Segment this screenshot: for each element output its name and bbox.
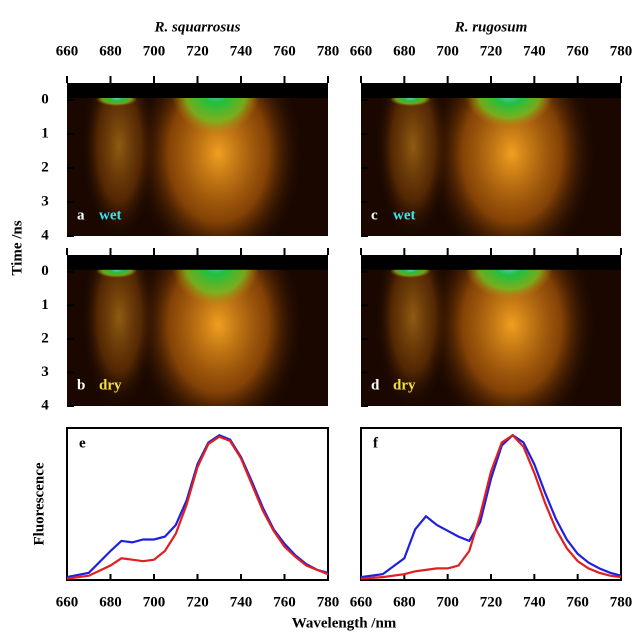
- spectrum-line: [66, 435, 329, 580]
- x-tick-label: 720: [186, 594, 209, 610]
- condition-label: dry: [393, 377, 416, 393]
- x-tick-label: 760: [273, 594, 296, 610]
- glow-main: [134, 255, 302, 406]
- condition-label: wet: [99, 207, 122, 223]
- panel-label: a: [77, 207, 85, 223]
- streak-image: [361, 83, 621, 236]
- x-tick-label: 720: [480, 594, 503, 610]
- y-tick-label: 3: [41, 364, 49, 380]
- y-tick-label: 4: [41, 227, 49, 243]
- glow-side: [82, 83, 156, 236]
- streak-image: [67, 83, 328, 236]
- y-tick-label: 1: [41, 297, 49, 313]
- x-tick-label: 740: [523, 594, 546, 610]
- x-tick-label: 660: [56, 43, 79, 59]
- x-tick-label: 700: [143, 594, 166, 610]
- y-axis-label: Fluorescence: [31, 462, 47, 545]
- glow-side: [376, 255, 450, 406]
- spectrum-line: [360, 433, 622, 580]
- x-tick-label: 680: [99, 43, 122, 59]
- x-tick-label: 740: [230, 43, 253, 59]
- panel-label: f: [373, 435, 379, 451]
- plot-frame: [66, 427, 329, 581]
- panel-label: d: [371, 377, 380, 393]
- x-tick-label: 700: [436, 594, 459, 610]
- spectrum-line: [66, 433, 329, 579]
- x-axis-label: Wavelength /nm: [292, 615, 397, 631]
- y-tick-label: 2: [41, 330, 49, 346]
- y-tick-label: 0: [41, 91, 49, 107]
- x-tick-label: 740: [523, 43, 546, 59]
- x-tick-label: 680: [99, 594, 122, 610]
- x-tick-label: 700: [436, 43, 459, 59]
- y-axis-label: Time /ns: [9, 220, 25, 275]
- x-tick-label: 740: [230, 594, 253, 610]
- column-title: R. rugosum: [454, 19, 528, 35]
- x-tick-label: 660: [350, 594, 373, 610]
- x-tick-label: 720: [480, 43, 503, 59]
- x-tick-label: 680: [393, 43, 416, 59]
- x-tick-label: 680: [393, 594, 416, 610]
- glow-green: [171, 83, 261, 154]
- x-tick-label: 780: [610, 43, 633, 59]
- spectrum-line: [360, 433, 622, 579]
- glow-main: [428, 83, 595, 236]
- image-layer: [67, 83, 328, 236]
- condition-label: dry: [99, 377, 122, 393]
- glow-main: [134, 83, 302, 236]
- streak-image: [67, 255, 328, 406]
- image-layer: [361, 255, 621, 406]
- image-layer: [67, 255, 328, 406]
- image-top-band: [67, 255, 328, 270]
- x-tick-label: 780: [317, 43, 340, 59]
- panel-label: e: [79, 435, 86, 451]
- glow-green: [171, 255, 261, 325]
- x-tick-label: 720: [186, 43, 209, 59]
- y-tick-label: 2: [41, 159, 49, 175]
- image-top-band: [361, 83, 621, 98]
- panel-label: c: [371, 207, 378, 223]
- y-tick-label: 4: [41, 397, 49, 413]
- image-top-band: [361, 255, 621, 270]
- y-tick-label: 3: [41, 193, 49, 209]
- glow-main: [428, 255, 595, 406]
- x-tick-label: 760: [566, 594, 589, 610]
- glow-side: [376, 83, 450, 236]
- x-tick-label: 780: [610, 594, 633, 610]
- glow-side: [82, 255, 156, 406]
- y-tick-label: 1: [41, 125, 49, 141]
- x-tick-label: 660: [56, 594, 79, 610]
- image-layer: [361, 83, 621, 236]
- x-tick-label: 660: [350, 43, 373, 59]
- condition-label: wet: [393, 207, 416, 223]
- y-tick-label: 0: [41, 263, 49, 279]
- x-tick-label: 700: [143, 43, 166, 59]
- column-title: R. squarrosus: [154, 19, 241, 35]
- x-tick-label: 760: [273, 43, 296, 59]
- image-top-band: [67, 83, 328, 98]
- x-tick-label: 760: [566, 43, 589, 59]
- streak-image: [361, 255, 621, 406]
- panel-label: b: [77, 377, 85, 393]
- x-tick-label: 780: [317, 594, 340, 610]
